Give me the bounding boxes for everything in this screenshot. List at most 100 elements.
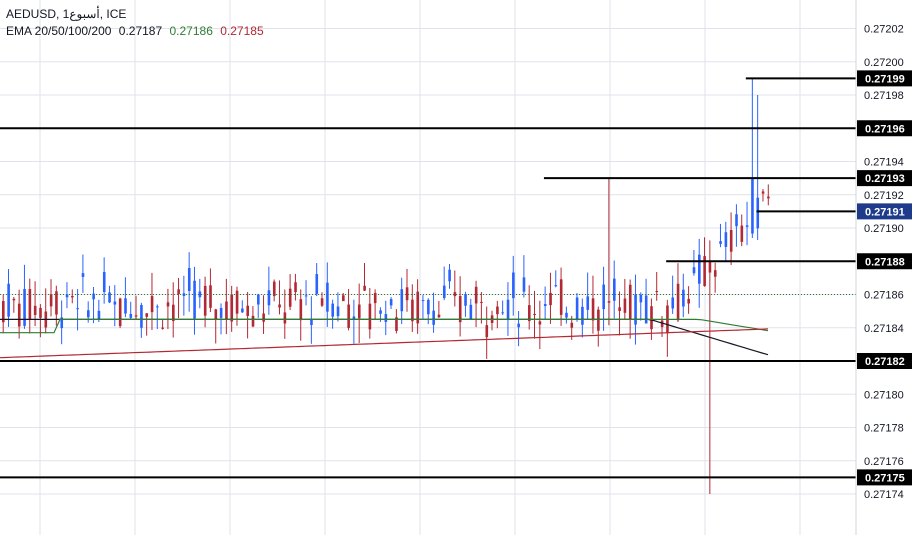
candle-body bbox=[713, 270, 717, 277]
candle-body bbox=[538, 321, 542, 325]
candle-body bbox=[432, 310, 435, 325]
candle-body bbox=[708, 261, 712, 273]
ema50-line bbox=[0, 318, 769, 334]
candle-body bbox=[761, 191, 765, 194]
candle-body bbox=[437, 314, 441, 318]
candle-body bbox=[405, 287, 409, 301]
candle-body bbox=[81, 273, 85, 277]
candle-body bbox=[671, 297, 675, 309]
candle-body bbox=[485, 325, 489, 338]
candle-body bbox=[400, 289, 404, 312]
candle-body bbox=[108, 292, 111, 303]
candle-body bbox=[682, 289, 685, 307]
candle-body bbox=[517, 323, 520, 328]
y-tick-label: 0.27190 bbox=[864, 223, 904, 235]
candle-body bbox=[267, 290, 271, 306]
candle-body bbox=[527, 305, 531, 322]
candle-body bbox=[33, 305, 37, 315]
candle-body bbox=[496, 306, 499, 315]
candle-body bbox=[246, 305, 250, 316]
candle-body bbox=[55, 291, 58, 315]
y-tick-label: 0.27202 bbox=[864, 24, 904, 36]
candle-body bbox=[352, 316, 356, 320]
candle-body bbox=[421, 300, 425, 302]
candle-body bbox=[342, 295, 345, 302]
candle-body bbox=[549, 292, 552, 306]
ema-label: EMA 20/50/100/200 bbox=[6, 24, 112, 38]
candle-body bbox=[39, 307, 42, 318]
candle-body bbox=[458, 296, 462, 323]
candle-body bbox=[113, 301, 117, 305]
level-price-tag bbox=[857, 70, 912, 87]
candle-body bbox=[230, 294, 234, 322]
candle-body bbox=[7, 283, 10, 317]
candle-body bbox=[124, 298, 127, 314]
candle-body bbox=[363, 285, 366, 291]
level-price-label: 0.27199 bbox=[865, 73, 905, 85]
candle-body bbox=[379, 310, 382, 314]
candle-body bbox=[251, 315, 255, 327]
candle-body bbox=[751, 178, 754, 234]
candle-body bbox=[427, 299, 430, 315]
candle-body bbox=[597, 309, 600, 331]
candle-body bbox=[49, 294, 53, 307]
candle-body bbox=[469, 304, 473, 320]
candle-body bbox=[724, 232, 728, 247]
candle-body bbox=[12, 298, 16, 301]
horizontal-levels[interactable]: 0.27199 0.27196 0.27193 0.27191 0.27188 0.271… bbox=[0, 70, 912, 486]
candle-body bbox=[65, 294, 69, 298]
candle-body bbox=[235, 290, 239, 314]
candle-body bbox=[241, 308, 244, 313]
candle-body bbox=[161, 327, 164, 329]
candle-body bbox=[60, 317, 64, 329]
level-price-tag bbox=[857, 170, 912, 187]
candle-body bbox=[257, 294, 260, 305]
candle-body bbox=[442, 285, 446, 299]
candle-body bbox=[203, 285, 207, 316]
candle-body bbox=[92, 293, 95, 300]
candle-body bbox=[177, 289, 180, 294]
candle-body bbox=[395, 317, 398, 331]
candle-body bbox=[474, 286, 478, 304]
y-tick-label: 0.27176 bbox=[864, 456, 904, 468]
candle-body bbox=[411, 299, 414, 322]
candle-body bbox=[145, 313, 149, 317]
candle-body bbox=[586, 296, 590, 310]
candle-body bbox=[209, 285, 212, 308]
candle-body bbox=[512, 272, 515, 299]
candle-body bbox=[692, 267, 696, 274]
price-axis[interactable]: 0.27202 0.27200 0.27198 0.27194 0.27192 0.271… bbox=[864, 24, 904, 502]
candle-body bbox=[628, 284, 632, 319]
candle-body bbox=[756, 197, 760, 229]
candle-body bbox=[543, 304, 547, 307]
y-tick-label: 0.27192 bbox=[864, 190, 904, 202]
candle-body bbox=[156, 306, 159, 308]
candle-body bbox=[623, 298, 627, 313]
ema20-value: 0.27187 bbox=[118, 24, 163, 38]
candle-body bbox=[17, 303, 21, 327]
y-tick-label: 0.27198 bbox=[864, 90, 904, 102]
candle-body bbox=[602, 284, 605, 310]
candle-body bbox=[299, 299, 303, 321]
y-tick-label: 0.27200 bbox=[864, 57, 904, 69]
candle-body bbox=[187, 268, 191, 291]
level-price-tag bbox=[857, 353, 912, 369]
candlesticks bbox=[2, 78, 770, 494]
candle-body bbox=[310, 319, 313, 326]
candle-body bbox=[373, 292, 377, 304]
y-tick-label: 0.27180 bbox=[864, 389, 904, 401]
candle-body bbox=[76, 308, 79, 310]
level-price-tag bbox=[857, 203, 912, 220]
candle-body bbox=[655, 291, 659, 293]
candle-body bbox=[767, 196, 770, 199]
candle-body bbox=[28, 289, 32, 320]
candle-body bbox=[150, 296, 154, 313]
level-price-label: 0.27191 bbox=[865, 206, 905, 218]
candle-body bbox=[262, 313, 265, 322]
candle-body bbox=[687, 298, 690, 304]
level-price-label: 0.27182 bbox=[865, 356, 905, 368]
candle-body bbox=[501, 312, 505, 314]
candle-body bbox=[272, 281, 276, 297]
candle-body bbox=[2, 301, 5, 323]
